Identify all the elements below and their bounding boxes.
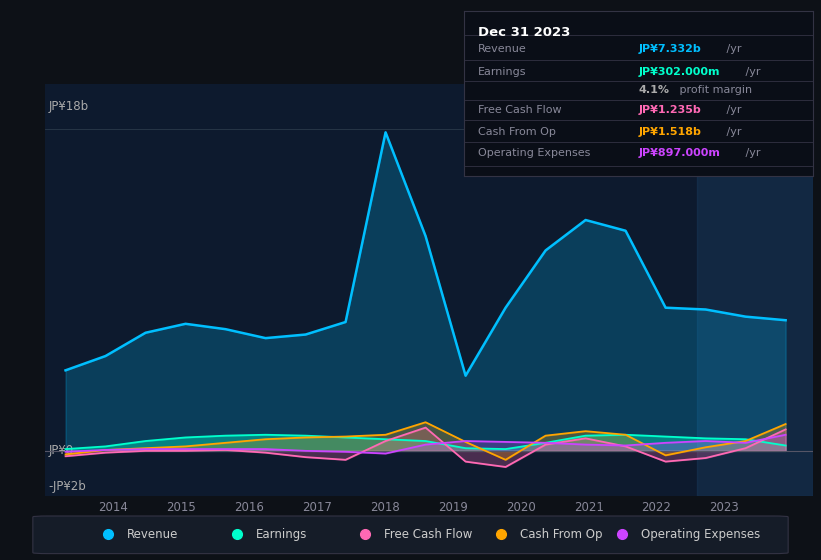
Text: /yr: /yr bbox=[723, 127, 741, 137]
Text: Free Cash Flow: Free Cash Flow bbox=[478, 105, 562, 115]
Text: Earnings: Earnings bbox=[478, 67, 526, 77]
Text: JP¥18b: JP¥18b bbox=[48, 100, 89, 114]
Text: JP¥0: JP¥0 bbox=[48, 445, 73, 458]
Text: Operating Expenses: Operating Expenses bbox=[641, 528, 760, 542]
Text: /yr: /yr bbox=[742, 67, 760, 77]
Text: /yr: /yr bbox=[723, 44, 741, 54]
Text: JP¥302.000m: JP¥302.000m bbox=[639, 67, 720, 77]
Text: profit margin: profit margin bbox=[676, 86, 752, 96]
Text: -JP¥2b: -JP¥2b bbox=[48, 480, 86, 493]
Text: Dec 31 2023: Dec 31 2023 bbox=[478, 26, 571, 39]
Text: Earnings: Earnings bbox=[255, 528, 307, 542]
Text: Free Cash Flow: Free Cash Flow bbox=[384, 528, 472, 542]
Text: Revenue: Revenue bbox=[478, 44, 526, 54]
FancyBboxPatch shape bbox=[33, 516, 788, 554]
Text: Cash From Op: Cash From Op bbox=[478, 127, 556, 137]
Text: Revenue: Revenue bbox=[127, 528, 179, 542]
Text: Operating Expenses: Operating Expenses bbox=[478, 148, 590, 158]
Text: Cash From Op: Cash From Op bbox=[520, 528, 603, 542]
Text: /yr: /yr bbox=[723, 105, 741, 115]
Text: /yr: /yr bbox=[742, 148, 760, 158]
Text: JP¥7.332b: JP¥7.332b bbox=[639, 44, 701, 54]
Text: 4.1%: 4.1% bbox=[639, 86, 669, 96]
Text: JP¥1.235b: JP¥1.235b bbox=[639, 105, 701, 115]
Text: JP¥1.518b: JP¥1.518b bbox=[639, 127, 701, 137]
Text: JP¥897.000m: JP¥897.000m bbox=[639, 148, 720, 158]
Bar bbox=[697, 84, 813, 496]
